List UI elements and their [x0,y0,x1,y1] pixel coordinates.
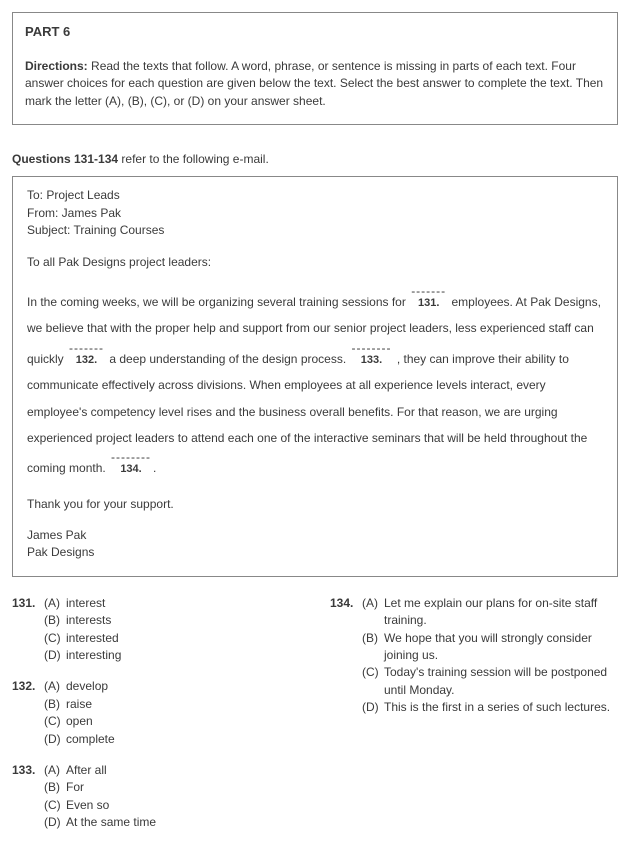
blank-133: --------133. [350,342,394,366]
choice-text: open [66,713,93,730]
directions-text: Read the texts that follow. A word, phra… [25,59,603,108]
email-from: From: James Pak [27,205,603,222]
choice-text: Let me explain our plans for on-site sta… [384,595,618,630]
answers-section: 131. (A) interest (B)interests (C)intere… [12,595,618,846]
question-range: Questions 131-134 refer to the following… [12,151,618,168]
question-132: 132. (A) develop (B)raise (C)open (D)com… [12,678,300,748]
part-title: PART 6 [25,23,605,42]
choice-letter: (B) [44,696,66,713]
choice-letter: (A) [44,762,66,779]
directions-label: Directions: [25,59,88,73]
email-header: To: Project Leads From: James Pak Subjec… [27,187,603,239]
choice-letter: (A) [362,595,384,630]
choice-text: interest [66,595,105,612]
email-salutation: To all Pak Designs project leaders: [27,254,603,271]
q-num: 132. [12,678,44,695]
choice-letter: (B) [44,612,66,629]
body-seg1: In the coming weeks, we will be organizi… [27,295,409,309]
choice-text: complete [66,731,115,748]
blank-num: 133. [352,355,392,366]
blank-dashes: -------- [111,451,151,463]
email-subject: Subject: Training Courses [27,222,603,239]
body-seg5: . [153,461,156,475]
email-box: To: Project Leads From: James Pak Subjec… [12,176,618,576]
blank-num: 131. [411,298,446,309]
question-131: 131. (A) interest (B)interests (C)intere… [12,595,300,665]
body-seg3: a deep understanding of the design proce… [106,352,350,366]
choice-text: This is the first in a series of such le… [384,699,610,716]
blank-dashes: ------- [69,342,104,354]
blank-num: 132. [69,355,104,366]
choice-letter: (A) [44,678,66,695]
choice-text: raise [66,696,92,713]
choice-letter: (B) [44,779,66,796]
blank-131: -------131. [409,285,448,309]
question-133: 133. (A) After all (B)For (C)Even so (D)… [12,762,300,832]
blank-dashes: -------- [352,342,392,354]
choice-text: interested [66,630,119,647]
choice-letter: (B) [362,630,384,665]
choice-letter: (C) [44,797,66,814]
choice-text: After all [66,762,107,779]
choice-letter: (D) [44,647,66,664]
choice-letter: (C) [362,664,384,699]
choice-text: We hope that you will strongly consider … [384,630,618,665]
choice-letter: (D) [362,699,384,716]
choice-text: At the same time [66,814,156,831]
answers-col-right: 134. (A) Let me explain our plans for on… [330,595,618,846]
choice-letter: (A) [44,595,66,612]
choice-text: interests [66,612,111,629]
choice-letter: (D) [44,814,66,831]
choice-letter: (C) [44,630,66,647]
question-range-prefix: Questions 131-134 [12,152,118,166]
q-num: 133. [12,762,44,779]
blank-132: -------132. [67,342,106,366]
choice-text: Today's training session will be postpon… [384,664,618,699]
choice-letter: (D) [44,731,66,748]
email-to: To: Project Leads [27,187,603,204]
blank-dashes: ------- [411,285,446,297]
choice-letter: (C) [44,713,66,730]
email-thanks: Thank you for your support. [27,496,603,513]
choice-text: interesting [66,647,121,664]
sig-company: Pak Designs [27,544,603,561]
question-range-suffix: refer to the following e-mail. [118,152,269,166]
sig-name: James Pak [27,527,603,544]
choice-text: For [66,779,84,796]
blank-num: 134. [111,464,151,475]
q-num: 131. [12,595,44,612]
answers-col-left: 131. (A) interest (B)interests (C)intere… [12,595,300,846]
email-signature: James Pak Pak Designs [27,527,603,562]
email-body: In the coming weeks, we will be organizi… [27,285,603,482]
q-num: 134. [330,595,362,630]
question-134: 134. (A) Let me explain our plans for on… [330,595,618,717]
choice-text: develop [66,678,108,695]
directions: Directions: Read the texts that follow. … [25,58,605,110]
part-box: PART 6 Directions: Read the texts that f… [12,12,618,125]
blank-134: --------134. [109,451,153,475]
choice-text: Even so [66,797,109,814]
